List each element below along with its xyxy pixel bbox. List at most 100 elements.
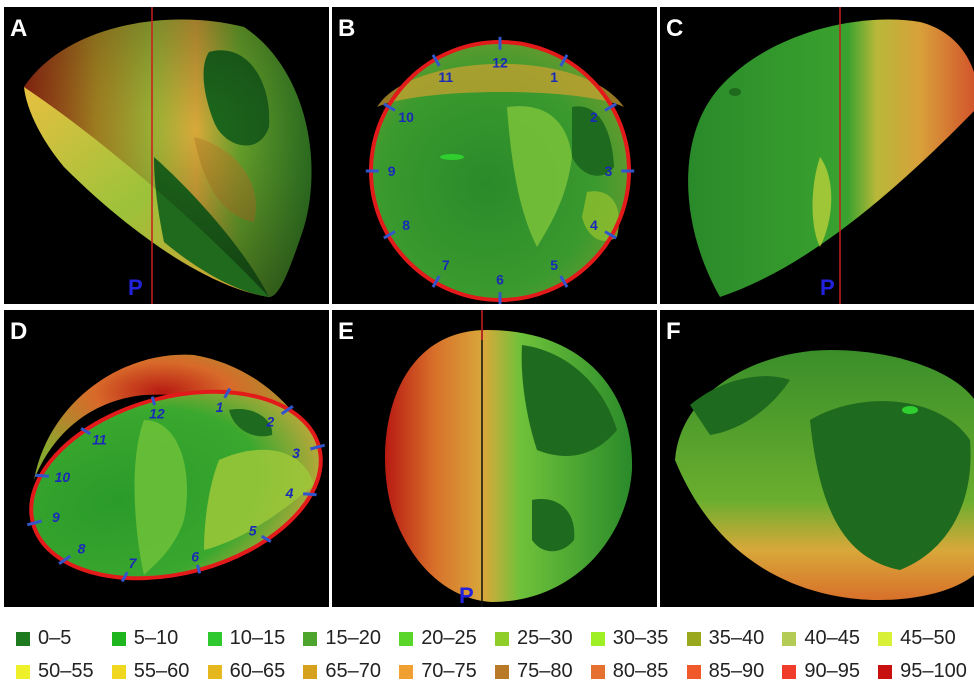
clock-tick xyxy=(280,405,294,416)
clock-label: 9 xyxy=(52,509,60,525)
clock-label: 9 xyxy=(388,163,396,179)
clock-label: 3 xyxy=(292,445,300,461)
posterior-marker: P xyxy=(459,583,474,607)
clock-tick xyxy=(260,534,272,543)
clock-tick xyxy=(35,473,50,478)
clock-label: 8 xyxy=(402,217,410,233)
legend-label: 45–50 xyxy=(900,627,956,649)
legend-label: 75–80 xyxy=(516,660,573,682)
clock-tick xyxy=(309,443,326,451)
clock-tick xyxy=(383,102,396,112)
legend-label: 20–25 xyxy=(421,627,477,649)
legend-item: 20–25 xyxy=(399,622,495,655)
panel-b: 12 1 2 3 4 5 6 7 8 9 10 11 B xyxy=(332,7,657,304)
legend-label: 65–70 xyxy=(325,660,382,682)
panel-letter: F xyxy=(666,318,681,345)
legend-swatch xyxy=(303,664,318,679)
legend-item: 80–85 xyxy=(590,655,687,688)
hemisphere-view-f xyxy=(675,350,974,600)
panel-letter: C xyxy=(666,15,684,42)
legend-label: 60–65 xyxy=(229,660,286,682)
clock-tick xyxy=(559,275,569,288)
clock-label: 6 xyxy=(191,548,199,564)
clock-label: 8 xyxy=(78,541,86,557)
clock-tick xyxy=(195,564,202,574)
legend-swatch xyxy=(16,664,30,679)
clock-label: 1 xyxy=(216,399,224,415)
legend-swatch xyxy=(16,631,30,646)
hemisphere-view-e xyxy=(384,310,633,607)
clock-tick xyxy=(431,275,441,288)
legend-swatch xyxy=(303,631,318,646)
color-scale-legend: 0–5 5–10 10–15 15–20 20–25 25–30 30–35 35–40 40–… xyxy=(16,622,974,688)
clock-label: 4 xyxy=(285,485,294,501)
legend-swatch xyxy=(686,631,701,646)
legend-item: 30–35 xyxy=(590,622,687,655)
legend-swatch xyxy=(782,631,797,646)
clock-ticks xyxy=(365,36,635,304)
legend-swatch xyxy=(111,631,126,646)
legend-swatch xyxy=(399,631,414,646)
clock-tick xyxy=(150,396,157,406)
clock-label: 7 xyxy=(442,257,450,273)
legend-swatch xyxy=(782,664,797,679)
legend-item: 75–80 xyxy=(494,655,591,688)
legend-item: 70–75 xyxy=(399,655,495,688)
clock-label: 12 xyxy=(492,55,508,71)
legend-item: 45–50 xyxy=(878,622,974,655)
clock-label: 2 xyxy=(266,413,275,429)
legend-swatch xyxy=(686,664,701,679)
legend-label: 0–5 xyxy=(38,627,72,649)
legend-item: 10–15 xyxy=(207,622,304,655)
legend-label: 35–40 xyxy=(708,627,765,649)
panel-letter: E xyxy=(338,318,355,345)
legend-swatch xyxy=(590,664,605,679)
clock-tick xyxy=(559,54,569,67)
posterior-marker: P xyxy=(820,275,835,300)
clock-label: 10 xyxy=(398,109,414,125)
legend-label: 55–60 xyxy=(133,660,190,682)
clock-tick xyxy=(604,230,617,240)
clock-ticks xyxy=(26,387,326,583)
clock-tick xyxy=(223,387,232,399)
panel-a: A P xyxy=(4,7,329,304)
legend-label: 25–30 xyxy=(516,627,573,649)
legend-item: 90–95 xyxy=(782,655,878,688)
legend-swatch xyxy=(878,664,893,679)
posterior-marker: P xyxy=(128,275,143,300)
legend-swatch xyxy=(399,664,414,679)
clock-label: 4 xyxy=(590,217,598,233)
clock-label: 7 xyxy=(129,555,138,571)
legend-swatch xyxy=(494,664,509,679)
panel-f: F xyxy=(660,310,974,607)
clock-label: 3 xyxy=(604,163,612,179)
legend-item: 35–40 xyxy=(686,622,783,655)
legend-item: 15–20 xyxy=(303,622,399,655)
clock-label: 5 xyxy=(249,523,257,539)
legend-item: 25–30 xyxy=(494,622,591,655)
panel-d: 12 1 2 3 4 5 6 7 8 9 10 11 D xyxy=(4,310,329,607)
clock-tick xyxy=(26,519,43,527)
clock-label: 10 xyxy=(55,469,71,485)
clock-tick xyxy=(431,54,441,67)
clock-tick xyxy=(604,102,617,112)
clock-label: 11 xyxy=(438,69,453,85)
legend-item: 60–65 xyxy=(207,655,304,688)
legend-swatch xyxy=(590,631,605,646)
legend-swatch xyxy=(207,631,222,646)
legend-swatch xyxy=(207,664,222,679)
legend-item: 85–90 xyxy=(686,655,783,688)
panel-c: C P xyxy=(660,7,974,304)
legend-item: 55–60 xyxy=(111,655,208,688)
clock-tick xyxy=(58,554,72,565)
clock-label: 2 xyxy=(590,109,598,125)
legend-item: 40–45 xyxy=(782,622,878,655)
clock-tick xyxy=(302,492,317,497)
legend-label: 40–45 xyxy=(804,627,860,649)
legend-item: 5–10 xyxy=(111,622,208,655)
legend-label: 15–20 xyxy=(325,627,382,649)
panel-letter: A xyxy=(10,15,28,42)
